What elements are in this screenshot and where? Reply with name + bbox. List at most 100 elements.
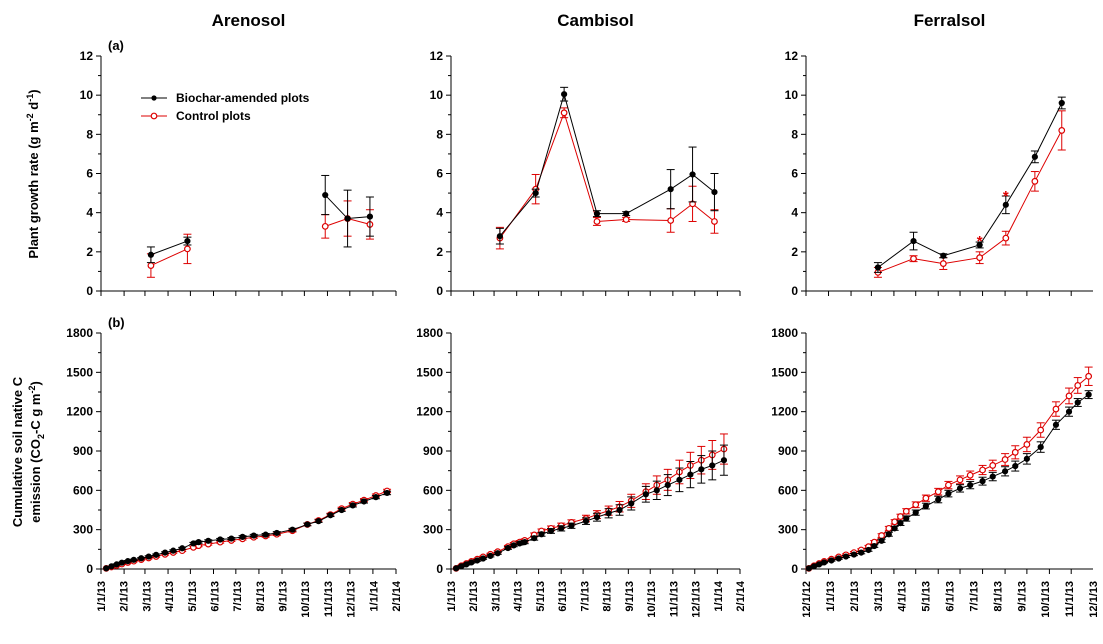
data-point-biochar xyxy=(1058,99,1065,107)
x-tick-label: 6/1/13 xyxy=(945,581,957,612)
data-point-biochar xyxy=(366,213,374,220)
data-point-control xyxy=(1037,426,1045,434)
y-tick-label: 1200 xyxy=(771,405,798,419)
x-tick-label: 1/1/14 xyxy=(713,580,725,611)
data-point-biochar xyxy=(360,498,368,505)
significance-star: * xyxy=(1003,188,1009,205)
data-point-biochar xyxy=(593,210,601,217)
data-point-biochar xyxy=(474,557,481,564)
data-point-control xyxy=(1058,127,1066,134)
data-point-biochar xyxy=(532,189,539,197)
series-control xyxy=(146,200,374,278)
data-point-control xyxy=(1011,448,1019,456)
y-tick-label: 0 xyxy=(86,284,93,298)
x-tick-label: 10/1/13 xyxy=(646,581,658,618)
y-tick-label: 10 xyxy=(80,88,94,102)
y-tick-label: 12 xyxy=(80,49,94,63)
series-biochar xyxy=(146,174,374,264)
chart-emission-ferralsol: 0 300 600 900 1200 1500 1800 12/1/12 1/1/13 2/1/1… xyxy=(771,326,1100,618)
data-point-biochar xyxy=(885,531,892,538)
y-tick-label: 2 xyxy=(86,245,93,259)
legend: Biochar-amended plots Control plots xyxy=(141,91,310,123)
y-tick-label: 0 xyxy=(791,562,798,576)
data-point-biochar xyxy=(850,551,858,558)
data-point-biochar xyxy=(1085,391,1092,398)
series-control xyxy=(805,366,1093,572)
data-point-control xyxy=(939,260,947,267)
data-point-control xyxy=(1031,177,1039,185)
data-point-control xyxy=(1074,382,1082,389)
data-point-biochar xyxy=(145,553,152,560)
superscript: -2 xyxy=(27,386,37,394)
x-tick-label: 10/1/13 xyxy=(300,581,312,618)
series-line-biochar xyxy=(499,92,715,237)
y-tick-label: 8 xyxy=(791,127,798,141)
data-point-control xyxy=(966,471,974,479)
chart-growth-cambisol: Cambisol 0 2 4 6 8 10 12 xyxy=(430,11,741,298)
y-tick-label: 10 xyxy=(785,88,799,102)
y-tick-label: 1800 xyxy=(771,326,798,340)
data-point-biochar xyxy=(593,514,601,521)
data-point-control xyxy=(976,254,984,262)
x-tick-label: 11/1/13 xyxy=(668,581,680,617)
x-tick-label: 8/1/13 xyxy=(992,581,1004,612)
y-tick-label: 1500 xyxy=(66,365,93,379)
data-point-control xyxy=(1001,456,1009,463)
data-point-biochar xyxy=(463,561,470,568)
data-point-control xyxy=(1052,405,1060,413)
y-tick-label: 300 xyxy=(778,523,798,537)
data-point-control xyxy=(593,218,601,225)
data-point-control xyxy=(321,222,329,230)
y-tick-label: 1800 xyxy=(416,326,443,340)
data-point-biochar xyxy=(858,549,865,556)
x-tick-label: 2/1/14 xyxy=(735,580,747,611)
x-tick-label: 4/1/13 xyxy=(513,581,525,612)
data-point-biochar xyxy=(842,553,850,560)
data-point-control xyxy=(891,518,899,526)
data-point-biochar xyxy=(945,490,952,497)
data-point-control xyxy=(945,481,952,489)
y-tick-label: 12 xyxy=(785,49,799,63)
data-point-biochar xyxy=(273,529,280,537)
data-point-control xyxy=(956,476,964,484)
data-point-biochar xyxy=(979,478,986,485)
data-point-biochar xyxy=(910,237,917,245)
data-point-biochar xyxy=(1031,153,1038,160)
data-point-control xyxy=(912,501,920,509)
data-point-control xyxy=(622,216,630,223)
data-point-biochar xyxy=(372,494,379,501)
data-point-biochar xyxy=(304,521,311,528)
series-line-biochar xyxy=(150,240,188,256)
data-point-biochar xyxy=(538,531,545,538)
data-point-control xyxy=(910,255,917,263)
data-point-biochar xyxy=(616,506,623,514)
legend-label-biochar: Biochar-amended plots xyxy=(176,91,310,105)
y-tick-label: 0 xyxy=(436,562,443,576)
data-point-biochar xyxy=(195,539,202,546)
data-point-biochar xyxy=(711,189,718,196)
data-point-control xyxy=(1002,234,1010,242)
series-biochar xyxy=(805,390,1093,572)
series-control xyxy=(495,107,719,250)
y-tick-label: 600 xyxy=(423,483,443,497)
x-tick-label: 12/1/13 xyxy=(346,581,358,618)
data-point-control xyxy=(667,217,675,224)
data-point-biochar xyxy=(147,251,155,258)
data-point-biochar xyxy=(582,518,590,525)
y-tick-label: 1500 xyxy=(416,365,443,379)
y-tick-label: 6 xyxy=(791,167,798,181)
data-point-biochar xyxy=(558,525,565,532)
data-point-biochar xyxy=(1037,443,1044,451)
data-point-biochar xyxy=(642,491,649,498)
data-point-biochar xyxy=(871,542,878,550)
y-tick-label: 0 xyxy=(436,284,443,298)
data-point-control xyxy=(878,532,885,539)
data-point-biochar xyxy=(153,551,160,558)
y-tick-label: 4 xyxy=(791,206,798,220)
data-point-biochar xyxy=(547,527,555,535)
data-point-control xyxy=(560,109,568,117)
y-tick-label: 8 xyxy=(86,127,93,141)
data-point-control xyxy=(1085,372,1093,380)
y-tick-label: 0 xyxy=(791,284,798,298)
series-biochar xyxy=(495,86,719,245)
